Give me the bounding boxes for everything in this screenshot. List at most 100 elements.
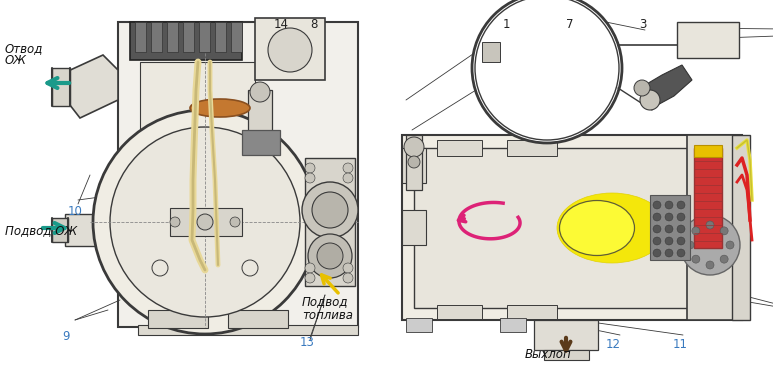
Ellipse shape bbox=[560, 201, 635, 255]
Circle shape bbox=[343, 163, 353, 173]
Bar bbox=[170, 208, 242, 236]
Bar bbox=[402, 135, 742, 320]
Text: топлива: топлива bbox=[302, 309, 353, 322]
Text: 14: 14 bbox=[274, 18, 289, 31]
Bar bbox=[402, 148, 426, 183]
Circle shape bbox=[677, 225, 685, 233]
Bar bbox=[687, 135, 742, 320]
Circle shape bbox=[653, 213, 661, 221]
Bar bbox=[183, 22, 194, 52]
Circle shape bbox=[665, 213, 673, 221]
Circle shape bbox=[305, 273, 315, 283]
Bar bbox=[199, 22, 210, 52]
Polygon shape bbox=[66, 55, 118, 118]
Circle shape bbox=[308, 234, 352, 278]
Circle shape bbox=[653, 237, 661, 245]
Circle shape bbox=[653, 201, 661, 209]
Circle shape bbox=[665, 237, 673, 245]
Text: 13: 13 bbox=[300, 336, 315, 349]
Bar bbox=[167, 22, 178, 52]
Text: Выхлоп: Выхлоп bbox=[525, 348, 571, 361]
Bar bbox=[215, 22, 226, 52]
Polygon shape bbox=[640, 65, 692, 108]
Circle shape bbox=[665, 225, 673, 233]
Circle shape bbox=[692, 255, 700, 263]
Circle shape bbox=[677, 201, 685, 209]
Bar bbox=[231, 22, 242, 52]
Circle shape bbox=[686, 241, 694, 249]
Circle shape bbox=[343, 273, 353, 283]
Bar bbox=[650, 195, 690, 260]
Circle shape bbox=[197, 214, 213, 230]
Bar bbox=[694, 145, 722, 157]
Text: 8: 8 bbox=[310, 18, 318, 31]
Ellipse shape bbox=[190, 99, 250, 117]
Bar bbox=[52, 218, 68, 242]
Circle shape bbox=[677, 249, 685, 257]
Text: ОЖ: ОЖ bbox=[5, 54, 27, 67]
Circle shape bbox=[692, 227, 700, 235]
Text: Подвод: Подвод bbox=[302, 295, 349, 308]
Bar bbox=[130, 22, 242, 60]
Ellipse shape bbox=[557, 193, 667, 263]
Bar bbox=[118, 22, 358, 327]
Bar bbox=[694, 148, 722, 248]
Bar bbox=[135, 22, 146, 52]
Circle shape bbox=[677, 237, 685, 245]
Circle shape bbox=[152, 260, 168, 276]
Circle shape bbox=[302, 182, 358, 238]
Circle shape bbox=[408, 156, 420, 168]
Bar bbox=[544, 350, 589, 360]
Text: 10: 10 bbox=[68, 205, 83, 218]
Bar bbox=[507, 140, 557, 156]
Circle shape bbox=[404, 137, 424, 157]
Bar bbox=[248, 90, 272, 135]
Circle shape bbox=[653, 249, 661, 257]
Circle shape bbox=[230, 217, 240, 227]
Bar bbox=[140, 62, 255, 142]
Text: Подвод ОЖ: Подвод ОЖ bbox=[5, 224, 77, 237]
Text: 9: 9 bbox=[62, 330, 70, 343]
Circle shape bbox=[677, 213, 685, 221]
Circle shape bbox=[317, 243, 343, 269]
Circle shape bbox=[343, 263, 353, 273]
Circle shape bbox=[242, 260, 258, 276]
Text: 7: 7 bbox=[567, 18, 574, 31]
Bar bbox=[402, 210, 426, 245]
Circle shape bbox=[665, 249, 673, 257]
Circle shape bbox=[170, 217, 180, 227]
Circle shape bbox=[720, 227, 728, 235]
Bar bbox=[305, 158, 355, 286]
Text: Отвод: Отвод bbox=[5, 42, 43, 55]
Bar bbox=[138, 325, 358, 335]
Circle shape bbox=[634, 80, 650, 96]
Bar bbox=[148, 310, 208, 328]
Circle shape bbox=[312, 192, 348, 228]
Circle shape bbox=[268, 28, 312, 72]
Circle shape bbox=[250, 82, 270, 102]
Circle shape bbox=[110, 127, 300, 317]
Circle shape bbox=[680, 215, 740, 275]
Bar bbox=[228, 310, 288, 328]
Bar bbox=[732, 135, 750, 320]
Circle shape bbox=[93, 110, 317, 334]
Circle shape bbox=[640, 90, 660, 110]
Bar bbox=[437, 140, 482, 156]
Bar bbox=[677, 22, 739, 58]
Bar bbox=[437, 305, 482, 319]
Circle shape bbox=[665, 201, 673, 209]
Circle shape bbox=[726, 241, 734, 249]
Bar bbox=[151, 22, 162, 52]
Bar bbox=[534, 320, 598, 350]
Bar bbox=[500, 318, 526, 332]
Bar bbox=[507, 305, 557, 319]
Bar bbox=[406, 318, 432, 332]
Circle shape bbox=[653, 225, 661, 233]
Circle shape bbox=[305, 173, 315, 183]
Text: 12: 12 bbox=[605, 338, 621, 351]
Bar bbox=[414, 148, 694, 308]
Bar bbox=[65, 214, 120, 246]
Circle shape bbox=[706, 221, 714, 229]
Bar bbox=[482, 42, 500, 62]
Bar bbox=[242, 130, 280, 155]
